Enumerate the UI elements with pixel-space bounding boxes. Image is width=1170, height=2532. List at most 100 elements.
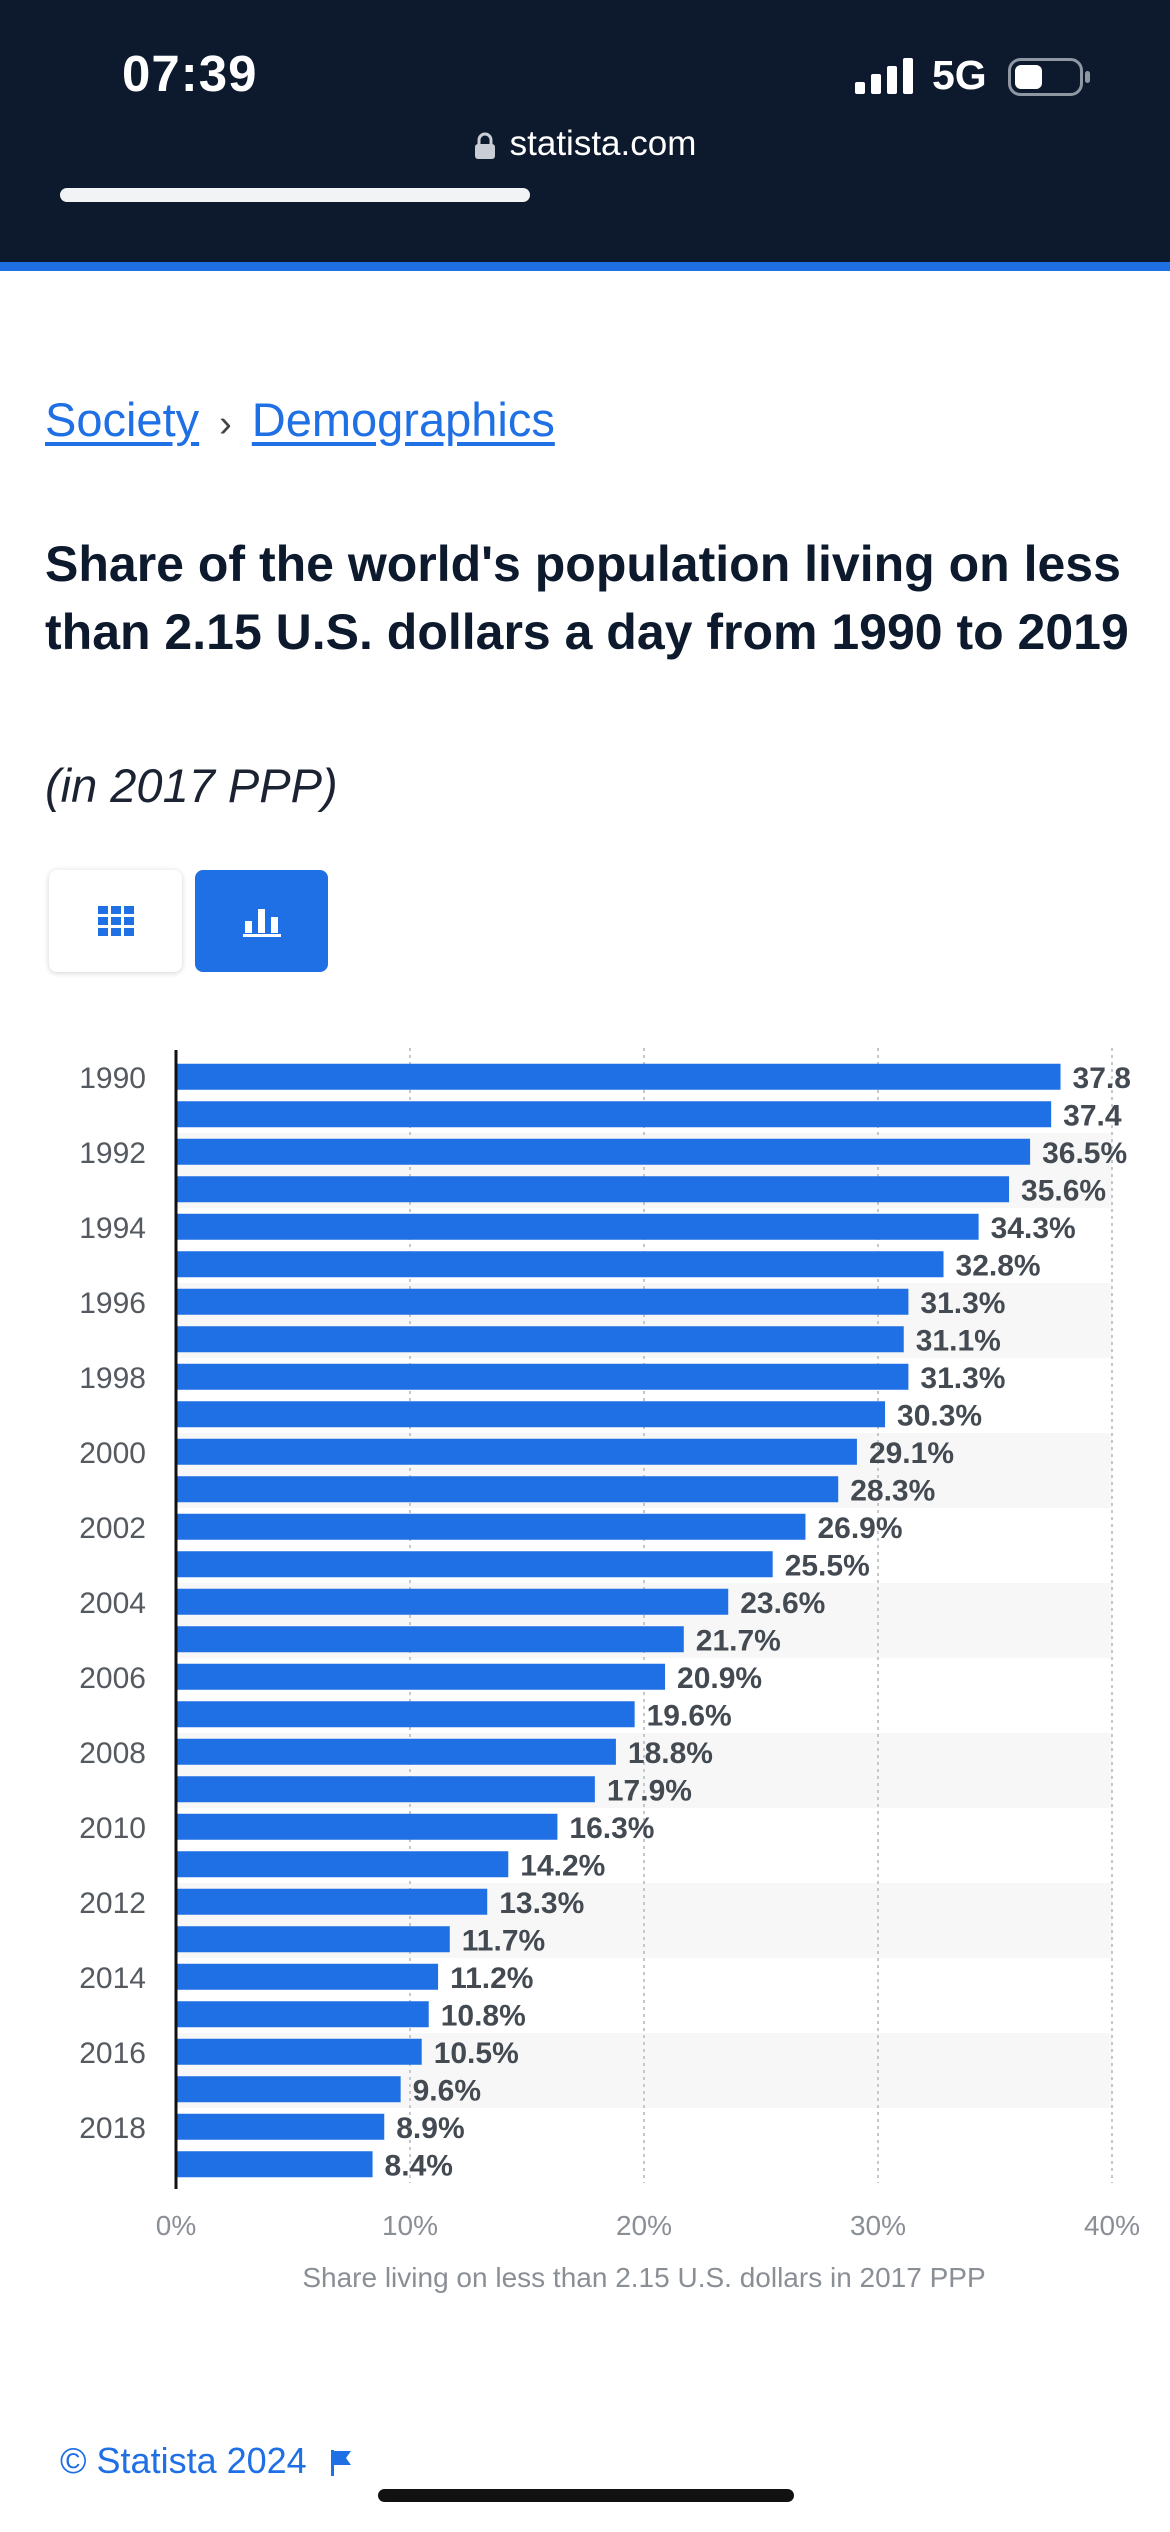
value-label-2014: 11.2% (450, 1962, 533, 1995)
browser-header: 07:39 5G statista.com (0, 0, 1170, 262)
y-tick-1990: 1990 (79, 1062, 146, 1095)
bar-2008[interactable] (176, 1738, 616, 1765)
value-label-1995: 32.8% (956, 1249, 1041, 1282)
y-tick-2004: 2004 (79, 1587, 146, 1620)
y-tick-2000: 2000 (79, 1437, 146, 1470)
y-tick-1998: 1998 (79, 1362, 146, 1395)
signal-icon (855, 58, 913, 94)
bar-2015[interactable] (176, 2001, 429, 2028)
bar-2018[interactable] (176, 2113, 385, 2140)
bar-chart-icon (242, 909, 281, 937)
url-bar[interactable]: statista.com (0, 124, 1170, 164)
y-tick-2012: 2012 (79, 1887, 146, 1920)
network-label: 5G (932, 52, 987, 98)
y-tick-2018: 2018 (79, 2112, 146, 2145)
value-label-2005: 21.7% (696, 1624, 781, 1657)
y-tick-2002: 2002 (79, 1512, 146, 1545)
bar-2009[interactable] (176, 1776, 595, 1803)
value-label-2012: 13.3% (499, 1887, 584, 1920)
value-label-1994: 34.3% (991, 1212, 1076, 1245)
value-label-2016: 10.5% (434, 2037, 519, 2070)
value-label-2004: 23.6% (740, 1587, 825, 1620)
chart-bars (176, 1063, 1061, 2178)
page-title: Share of the world's population living o… (45, 536, 1129, 660)
value-label-1991: 37.4 (1063, 1099, 1122, 1132)
bar-1990[interactable] (176, 1063, 1061, 1090)
x-tick-0: 0% (156, 2210, 196, 2241)
bar-2000[interactable] (176, 1438, 857, 1465)
bar-1997[interactable] (176, 1326, 904, 1353)
breadcrumb-separator: › (219, 403, 232, 445)
value-label-2001: 28.3% (850, 1474, 935, 1507)
header-accent-line (0, 262, 1170, 271)
bar-1999[interactable] (176, 1401, 886, 1428)
value-label-1993: 35.6% (1021, 1174, 1106, 1207)
x-tick-2: 20% (616, 2210, 672, 2241)
bar-2017[interactable] (176, 2076, 401, 2103)
bar-2002[interactable] (176, 1513, 806, 1540)
copyright-text: © Statista 2024 (60, 2440, 307, 2481)
value-label-2017: 9.6% (413, 2074, 481, 2107)
value-label-2011: 14.2% (520, 1849, 605, 1882)
bar-1991[interactable] (176, 1101, 1052, 1128)
value-label-2003: 25.5% (785, 1549, 870, 1582)
y-tick-2014: 2014 (79, 1962, 146, 1995)
y-tick-2010: 2010 (79, 1812, 146, 1845)
value-label-2007: 19.6% (647, 1699, 732, 1732)
footer-copyright[interactable]: © Statista 2024 (60, 2440, 353, 2482)
battery-icon (1008, 58, 1090, 96)
bar-2011[interactable] (176, 1851, 509, 1878)
value-label-2009: 17.9% (607, 1774, 692, 1807)
x-tick-4: 40% (1084, 2210, 1140, 2241)
page-subtitle: (in 2017 PPP) (45, 759, 338, 812)
logo-remnant (60, 188, 530, 202)
bar-2007[interactable] (176, 1701, 635, 1728)
y-tick-1996: 1996 (79, 1287, 146, 1320)
breadcrumb-society-link[interactable]: Society (45, 393, 200, 446)
bar-chart: 37.8 37.4 36.5% 35.6% 34.3% 32.8% 31.3% 31.1% 31… (79, 1048, 1140, 2293)
y-tick-2008: 2008 (79, 1737, 146, 1770)
chart-x-ticks: 0% 10% 20% 30% 40% (156, 2210, 1140, 2241)
x-tick-3: 30% (850, 2210, 906, 2241)
bar-2001[interactable] (176, 1476, 839, 1503)
lock-icon (474, 132, 495, 159)
bar-1992[interactable] (176, 1138, 1031, 1165)
value-label-2000: 29.1% (869, 1437, 954, 1470)
x-tick-1: 10% (382, 2210, 438, 2241)
bar-2004[interactable] (176, 1588, 729, 1615)
bar-1996[interactable] (176, 1288, 909, 1315)
bar-2013[interactable] (176, 1926, 450, 1953)
y-tick-1994: 1994 (79, 1212, 146, 1245)
chart-value-labels: 37.8 37.4 36.5% 35.6% 34.3% 32.8% 31.3% 31.1% 31… (385, 1062, 1131, 2183)
bar-1998[interactable] (176, 1363, 909, 1390)
chart-view-button[interactable] (195, 870, 328, 972)
breadcrumb-demographics-link[interactable]: Demographics (251, 393, 555, 446)
table-view-button[interactable] (49, 870, 182, 972)
value-label-1990: 37.8 (1073, 1062, 1131, 1095)
flag-icon[interactable] (329, 2448, 353, 2478)
bar-1993[interactable] (176, 1176, 1010, 1203)
value-label-1992: 36.5% (1042, 1137, 1127, 1170)
value-label-1999: 30.3% (897, 1399, 982, 1432)
bar-2005[interactable] (176, 1626, 684, 1653)
value-label-2019: 8.4% (385, 2149, 453, 2182)
value-label-1996: 31.3% (920, 1287, 1005, 1320)
url-text: statista.com (509, 124, 697, 163)
bar-2003[interactable] (176, 1551, 773, 1578)
home-indicator (378, 2489, 794, 2502)
bar-2010[interactable] (176, 1813, 558, 1840)
bar-2019[interactable] (176, 2151, 373, 2178)
bar-2014[interactable] (176, 1963, 439, 1990)
value-label-2002: 26.9% (817, 1512, 902, 1545)
bar-2016[interactable] (176, 2038, 422, 2065)
value-label-1997: 31.1% (916, 1324, 1001, 1357)
value-label-2018: 8.9% (396, 2112, 464, 2145)
bar-1995[interactable] (176, 1251, 944, 1278)
x-axis-title: Share living on less than 2.15 U.S. doll… (302, 2262, 985, 2293)
bar-2012[interactable] (176, 1888, 488, 1915)
value-label-2015: 10.8% (441, 1999, 526, 2032)
y-tick-2016: 2016 (79, 2037, 146, 2070)
bar-2006[interactable] (176, 1663, 666, 1690)
bar-1994[interactable] (176, 1213, 979, 1240)
status-time: 07:39 (122, 45, 258, 102)
